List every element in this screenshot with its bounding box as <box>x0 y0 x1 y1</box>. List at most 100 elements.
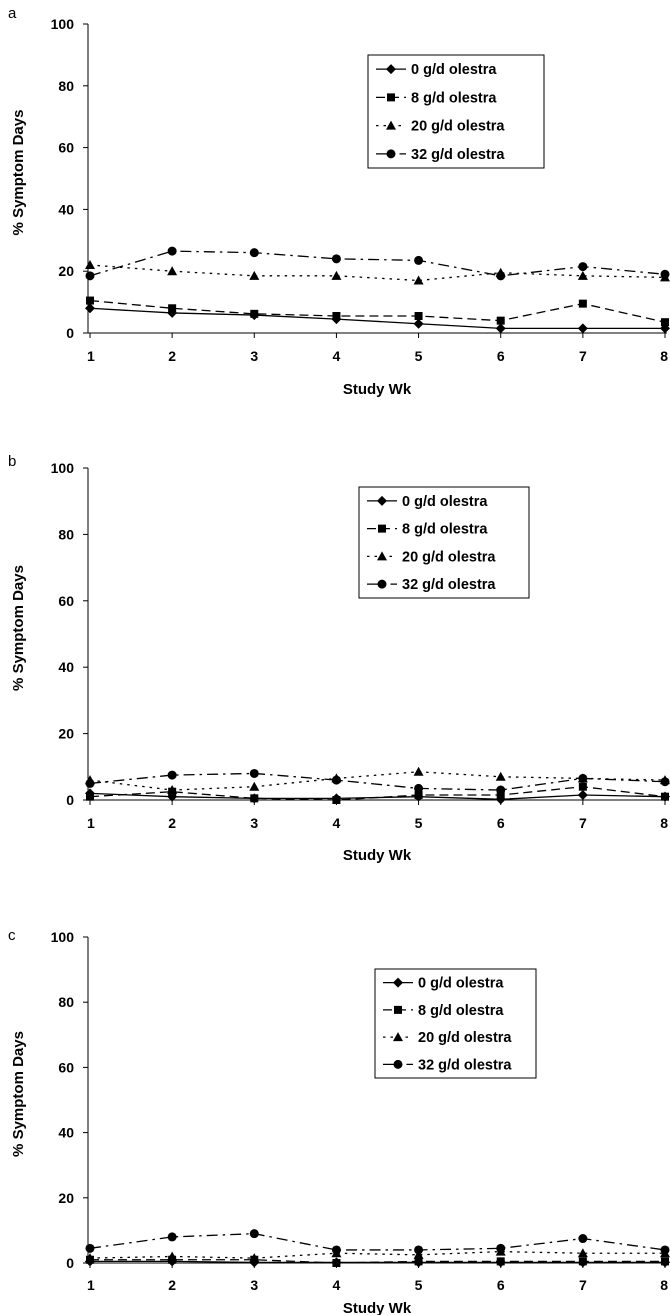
data-point <box>167 770 177 780</box>
x-tick-label: 4 <box>333 348 341 364</box>
legend-marker <box>377 495 387 506</box>
series-line <box>89 786 666 801</box>
y-tick-label: 20 <box>58 1190 74 1206</box>
data-point <box>577 790 588 801</box>
panel-letter: a <box>8 5 17 22</box>
legend-entry: 0 g/d olestra <box>367 494 488 510</box>
x-tick-label: 8 <box>660 1277 668 1293</box>
series-line <box>89 1233 666 1251</box>
data-point <box>332 796 341 804</box>
data-point <box>414 791 423 800</box>
data-point <box>496 316 505 325</box>
x-axis-title: Study Wk <box>343 381 412 398</box>
legend-marker <box>377 579 387 589</box>
data-point <box>167 266 178 276</box>
series-line <box>89 299 666 323</box>
y-axis-title: % Symptom Days <box>10 110 27 236</box>
data-point <box>578 1257 587 1266</box>
legend-entry: 32 g/d olestra <box>367 577 496 593</box>
data-point <box>167 1232 177 1242</box>
y-tick-label: 100 <box>51 460 75 476</box>
legend-marker <box>394 1005 402 1014</box>
data-point <box>660 777 670 787</box>
legend-entry: 0 g/d olestra <box>383 976 504 992</box>
x-tick-label: 7 <box>579 348 587 364</box>
legend-label: 20 g/d olestra <box>402 549 496 565</box>
x-tick-label: 5 <box>415 815 423 831</box>
x-tick-label: 2 <box>168 815 176 831</box>
data-point <box>578 1234 588 1244</box>
legend-entry: 20 g/d olestra <box>383 1030 512 1046</box>
legend-box <box>358 486 530 599</box>
legend-entry: 0 g/d olestra <box>376 62 497 78</box>
x-tick-label: 7 <box>579 815 587 831</box>
data-point <box>577 323 588 334</box>
data-point <box>496 1243 506 1253</box>
x-tick-label: 8 <box>660 348 668 364</box>
legend-marker <box>386 120 396 130</box>
data-point <box>661 1257 669 1266</box>
y-tick-label: 40 <box>58 201 74 217</box>
y-tick-label: 0 <box>66 325 74 341</box>
x-tick-label: 2 <box>168 348 176 364</box>
y-tick-label: 80 <box>58 526 74 542</box>
x-tick-label: 7 <box>579 1277 587 1293</box>
data-point <box>331 1245 341 1255</box>
data-point <box>250 794 259 803</box>
series-circle <box>85 246 670 281</box>
panel-letter: c <box>8 927 16 944</box>
legend-entry: 32 g/d olestra <box>383 1057 512 1073</box>
legend-box <box>367 54 545 169</box>
x-tick-label: 3 <box>250 1277 258 1293</box>
chart-panel-a: a 0 20 40 60 80 100 1 2 3 4 5 6 7 8 Study Wk % Symptom D… <box>8 5 670 398</box>
data-point <box>85 260 95 270</box>
data-point <box>167 246 177 256</box>
legend-marker <box>393 1032 403 1042</box>
legend: 0 g/d olestra 8 g/d olestra 20 g/d olestra… <box>367 54 545 169</box>
data-point <box>86 296 94 305</box>
data-point <box>249 1253 260 1263</box>
data-point <box>331 254 341 264</box>
y-tick-label: 100 <box>51 16 75 32</box>
y-tick-label: 20 <box>58 263 74 279</box>
series-line <box>89 264 666 282</box>
data-point <box>414 783 424 793</box>
data-point <box>495 771 506 781</box>
x-tick-label: 1 <box>87 348 95 364</box>
x-tick-label: 2 <box>168 1277 176 1293</box>
data-point <box>578 299 587 308</box>
legend-entry: 8 g/d olestra <box>367 522 488 538</box>
data-point <box>168 304 177 313</box>
y-tick-label: 0 <box>66 792 74 808</box>
legend-marker <box>393 1059 403 1069</box>
x-tick-label: 4 <box>333 1277 341 1293</box>
data-point <box>578 782 587 791</box>
data-point <box>496 791 505 800</box>
x-tick-label: 3 <box>250 348 258 364</box>
data-point <box>331 270 342 280</box>
y-tick-label: 80 <box>58 994 74 1010</box>
data-point <box>85 1243 95 1253</box>
y-tick-label: 40 <box>58 1125 74 1141</box>
data-point <box>167 785 178 795</box>
legend-label: 20 g/d olestra <box>418 1030 512 1046</box>
legend-marker <box>387 93 395 102</box>
legend-marker <box>386 149 396 159</box>
data-point <box>85 778 95 788</box>
data-point <box>577 1248 588 1258</box>
legend-entry: 20 g/d olestra <box>367 549 496 565</box>
x-tick-label: 6 <box>497 348 505 364</box>
series-circle <box>85 768 670 795</box>
x-axis-title: Study Wk <box>343 1300 412 1315</box>
x-tick-label: 8 <box>660 815 668 831</box>
x-tick-label: 6 <box>497 815 505 831</box>
data-point <box>413 275 424 285</box>
chart-panel-b: b 0 20 40 60 80 100 1 2 3 4 5 6 7 8 Study Wk % Symptom D… <box>8 453 670 864</box>
legend: 0 g/d olestra 8 g/d olestra 20 g/d olestra… <box>374 968 537 1079</box>
y-tick-label: 80 <box>58 78 74 94</box>
data-point <box>495 323 506 334</box>
data-point <box>332 1259 341 1267</box>
data-point <box>413 766 424 776</box>
y-axis-title: % Symptom Days <box>10 565 27 691</box>
